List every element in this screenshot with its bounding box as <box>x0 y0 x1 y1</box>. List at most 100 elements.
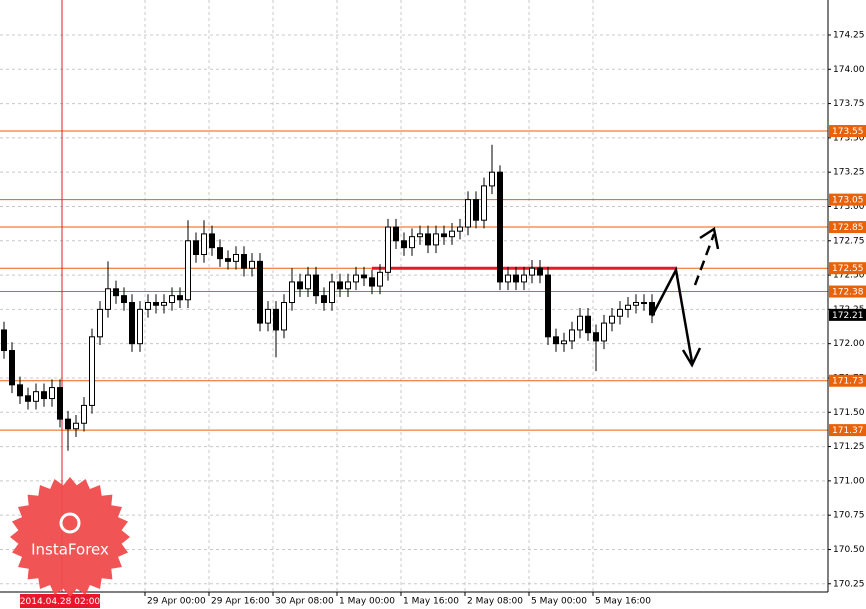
y-tick-label: 171.25 <box>833 442 865 452</box>
x-tick-label: 5 May 16:00 <box>595 597 651 607</box>
y-tick-label: 173.50 <box>833 133 865 143</box>
candle-body <box>553 336 559 345</box>
candle-body <box>185 240 191 301</box>
arrow-head <box>681 347 702 368</box>
level-label: 171.73 <box>832 377 864 387</box>
logo: InstaForex <box>10 477 130 597</box>
candle-body <box>233 253 239 262</box>
last-price-label: 172.21 <box>832 311 864 321</box>
candle-body <box>489 171 495 187</box>
y-tick-label: 173.75 <box>833 99 865 109</box>
candle-body <box>441 233 447 238</box>
candle-body <box>209 233 215 249</box>
level-label: 172.85 <box>832 223 864 233</box>
candle-body <box>65 418 71 430</box>
axis-labels: 174.25 174.00 173.75 173.50 173.25 173.00 172.… <box>20 30 866 608</box>
y-tick-label: 172.00 <box>833 339 865 349</box>
alt-arrow <box>693 233 716 286</box>
cursor-label: 2014.04.28 02:00 <box>20 597 101 607</box>
candle-body <box>561 340 567 345</box>
candle-body <box>601 322 607 342</box>
logo-icon <box>59 512 81 534</box>
candle-body <box>361 274 367 279</box>
candle-body <box>505 274 511 283</box>
candle-body <box>97 308 103 338</box>
level-label-box <box>829 221 866 234</box>
candle-body <box>121 295 127 304</box>
candle-body <box>521 274 527 283</box>
x-tick-label: 29 Apr 00:00 <box>147 597 206 607</box>
level-label: 172.38 <box>832 288 864 298</box>
x-tick-label: 30 Apr 08:00 <box>275 597 334 607</box>
candle-body <box>417 233 423 238</box>
x-tick-label: 2 May 08:00 <box>467 597 523 607</box>
candle-body <box>321 295 327 304</box>
candle-body <box>273 308 279 331</box>
candle-body <box>457 226 463 232</box>
forecast-arrow <box>650 266 694 363</box>
candle-body <box>545 274 551 338</box>
cursor-label-box <box>20 594 100 608</box>
candle-body <box>537 267 543 276</box>
candle-body <box>409 236 415 249</box>
candle-body <box>137 308 143 345</box>
y-tick-label: 170.75 <box>833 511 865 521</box>
candle-body <box>585 315 591 334</box>
candle-body <box>641 302 647 305</box>
candle-body <box>161 302 167 306</box>
candle-body <box>473 199 479 221</box>
candle-body <box>353 274 359 283</box>
candle-body <box>625 304 631 310</box>
candle-body <box>169 295 175 304</box>
candle-body <box>257 260 263 324</box>
candle-body <box>481 185 487 221</box>
candle-body <box>105 288 111 310</box>
candle-body <box>337 281 343 290</box>
candle-body <box>249 260 255 269</box>
level-label-box <box>829 374 866 387</box>
annotations <box>650 226 720 368</box>
candle-body <box>369 277 375 287</box>
candle-body <box>513 274 519 283</box>
candle-body <box>497 171 503 283</box>
candle-body <box>81 404 87 424</box>
candle-body <box>57 387 63 420</box>
candle-body <box>33 391 39 402</box>
candle-body <box>113 288 119 297</box>
levels <box>0 0 828 592</box>
candle-body <box>401 240 407 249</box>
level-label: 171.37 <box>832 426 864 436</box>
candle-body <box>145 302 151 310</box>
level-label-box <box>829 285 866 298</box>
candle-body <box>265 308 271 324</box>
candle-body <box>1 329 7 352</box>
candle-body <box>569 329 575 342</box>
x-tick-label: 1 May 16:00 <box>403 597 459 607</box>
level-label: 173.05 <box>832 196 864 206</box>
x-tick-label: 1 May 00:00 <box>339 597 395 607</box>
level-label-box <box>829 424 866 437</box>
candle-body <box>609 315 615 324</box>
candle-body <box>305 274 311 290</box>
candle-body <box>9 350 15 386</box>
candle-body <box>449 230 455 238</box>
candle-body <box>217 247 223 260</box>
candle-body <box>201 233 207 255</box>
candle-body <box>73 422 79 430</box>
candle-body <box>377 271 383 287</box>
candle-body <box>297 281 303 290</box>
candle-body <box>49 387 55 400</box>
logo-badge <box>10 477 130 597</box>
y-tick-label: 170.50 <box>833 545 865 555</box>
candle-body <box>465 199 471 228</box>
last-price-box <box>829 308 866 321</box>
candle-body <box>89 336 95 406</box>
candle-body <box>425 233 431 246</box>
candle-body <box>385 226 391 273</box>
candle-body <box>345 281 351 290</box>
candle-body <box>225 258 231 262</box>
candle-body <box>25 395 31 402</box>
candle-body <box>633 302 639 306</box>
candles <box>1 144 655 451</box>
